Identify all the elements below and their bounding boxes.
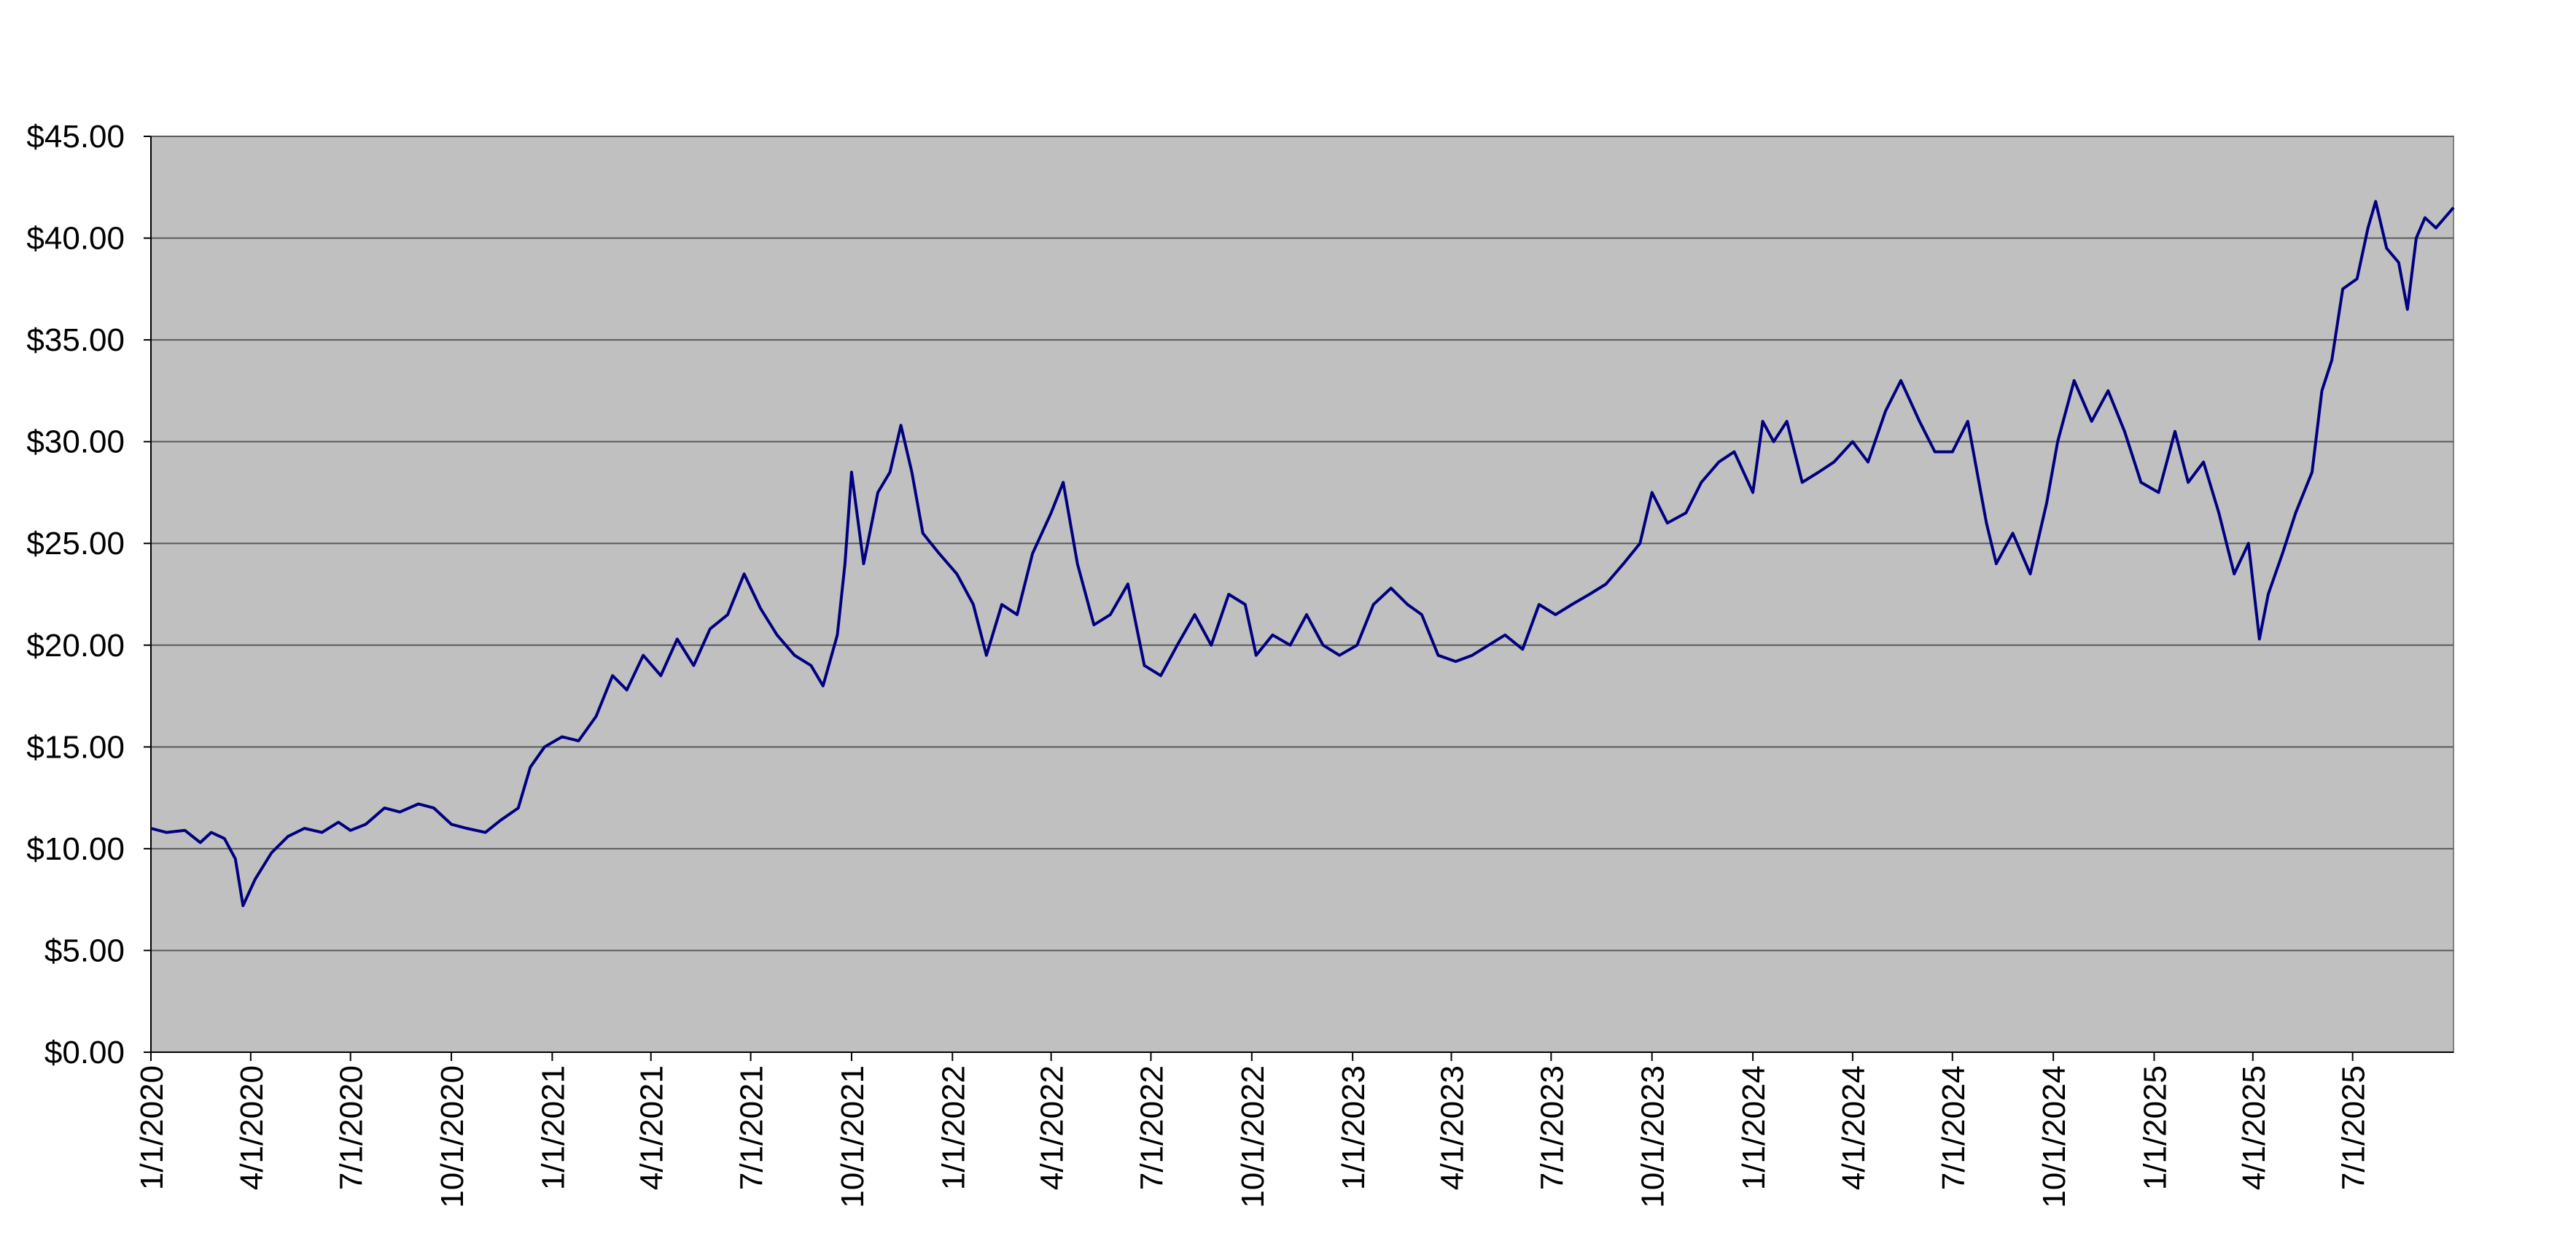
y-tick-label: $25.00	[26, 526, 125, 561]
y-tick-label: $45.00	[26, 119, 125, 155]
axes	[150, 136, 2454, 1053]
x-tick-label: 4/1/2022	[1035, 1065, 1070, 1190]
x-tick-label: 10/1/2022	[1235, 1065, 1271, 1208]
x-tick-label: 7/1/2023	[1534, 1065, 1570, 1190]
x-tick-label: 7/1/2024	[1936, 1065, 1972, 1190]
y-tick-label: $40.00	[26, 221, 125, 257]
x-tick-label: 10/1/2023	[1635, 1065, 1671, 1208]
y-tick-label: $5.00	[44, 933, 125, 968]
x-tick-label: 4/1/2023	[1435, 1065, 1471, 1190]
x-tick-label: 1/1/2025	[2137, 1065, 2173, 1190]
x-tick-label: 10/1/2021	[835, 1065, 871, 1208]
x-tick-label: 1/1/2024	[1736, 1065, 1772, 1190]
x-tick-label: 7/1/2022	[1134, 1065, 1170, 1190]
x-tick-label: 10/1/2020	[435, 1065, 470, 1208]
plot-area	[150, 136, 2454, 1053]
y-tick-label: $30.00	[26, 424, 125, 460]
y-tick-label: $20.00	[26, 628, 125, 664]
x-tick-label: 7/1/2025	[2336, 1065, 2372, 1190]
gridlines	[151, 136, 2454, 952]
y-tick-label: $15.00	[26, 729, 125, 765]
x-tick-label: 7/1/2020	[334, 1065, 370, 1190]
x-tick-label: 4/1/2021	[634, 1065, 670, 1190]
x-axis-tick-labels: 1/1/2020 4/1/2020 7/1/2020 10/1/2020 1/1/202…	[134, 1052, 2372, 1208]
x-tick-label: 10/1/2024	[2036, 1065, 2072, 1208]
x-tick-label: 1/1/2023	[1336, 1065, 1371, 1190]
x-tick-label: 4/1/2020	[234, 1065, 270, 1190]
x-tick-label: 4/1/2024	[1836, 1065, 1872, 1190]
x-tick-label: 7/1/2021	[734, 1065, 770, 1190]
y-tick-label: $35.00	[26, 322, 125, 358]
x-tick-label: 1/1/2021	[535, 1065, 571, 1190]
x-tick-label: 1/1/2022	[935, 1065, 971, 1190]
y-axis-tick-labels: $0.00 $5.00 $10.00 $15.00 $20.00 $25.00 $30.00…	[26, 119, 151, 1070]
y-tick-label: $10.00	[26, 831, 125, 867]
price-series-line	[150, 200, 2455, 907]
x-tick-label: 1/1/2020	[134, 1065, 170, 1190]
y-tick-label: $0.00	[44, 1035, 125, 1070]
x-tick-label: 4/1/2025	[2236, 1065, 2272, 1190]
